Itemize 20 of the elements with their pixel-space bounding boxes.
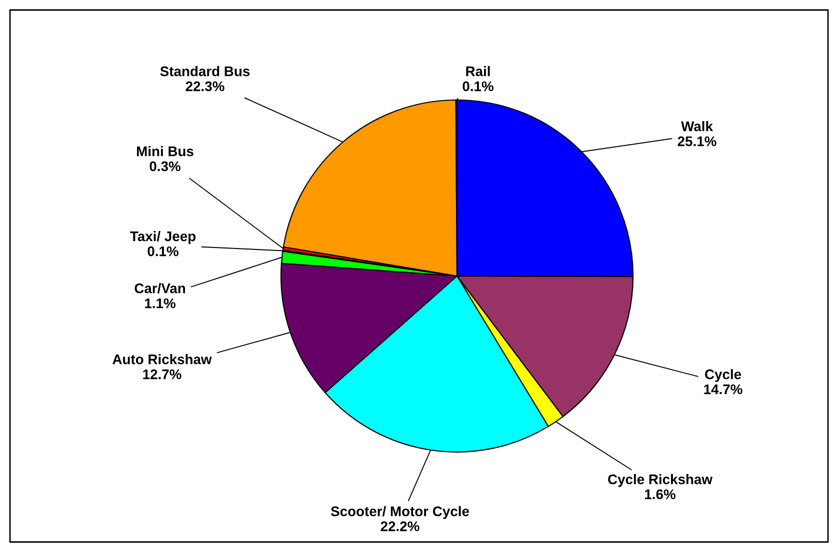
data-label: 12.7% <box>143 369 182 380</box>
slice-label: Standard Bus <box>160 66 250 76</box>
data-label: 0.1% <box>148 246 178 256</box>
data-label: 0.1% <box>462 81 494 92</box>
slice-label: Walk <box>681 121 713 132</box>
data-label: 1.1% <box>145 298 176 308</box>
data-label: 14.7% <box>704 384 742 394</box>
data-label: 1.6% <box>645 489 676 500</box>
slice-label: Auto Rickshaw <box>112 354 212 364</box>
data-label: 22.3% <box>186 81 224 92</box>
slice-label: Car/Van <box>134 283 186 294</box>
data-label: 22.2% <box>380 521 420 532</box>
slice-label: Mini Bus <box>136 146 194 156</box>
slice-label: Cycle <box>705 369 742 382</box>
data-label: 0.3% <box>150 161 180 172</box>
slice-label: Scooter/ Motor Cycle <box>330 506 469 519</box>
slice-label: Cycle Rickshaw <box>608 474 713 487</box>
slice-label: Rail <box>466 66 490 76</box>
data-label: 25.1% <box>678 136 716 146</box>
slice-label: Taxi/ Jeep <box>130 231 196 244</box>
